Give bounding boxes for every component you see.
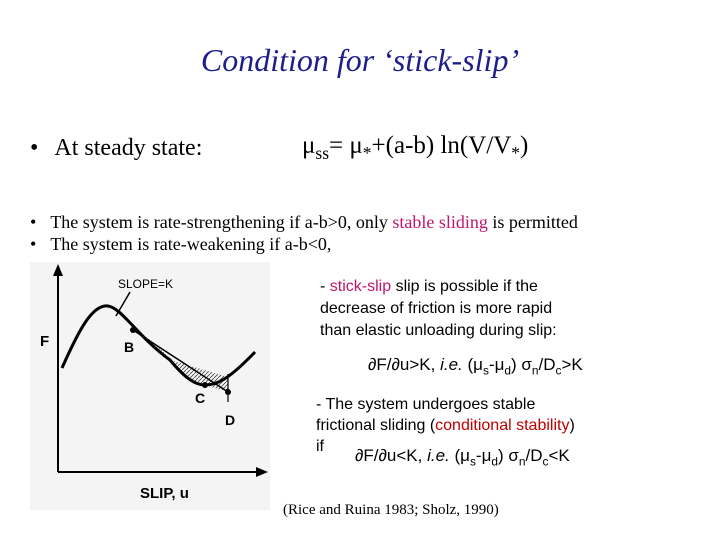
condition-part: n — [531, 363, 539, 378]
condition-part: -μ — [488, 355, 505, 374]
condition-part: (μ — [449, 446, 470, 465]
text: The system is rate-weakening if a-b<0, — [50, 234, 332, 254]
condition-part: ∂F/∂u<K, — [355, 446, 428, 465]
friction-curve — [60, 304, 257, 387]
f: ) — [520, 132, 529, 159]
condition-part: -μ — [475, 446, 492, 465]
condition: ∂F/∂u<K, i.e. (μs-μd) σn/Dc<K — [355, 446, 570, 468]
text: The system is rate-strengthening if a-b>… — [50, 212, 393, 232]
condition-part: d — [504, 363, 511, 378]
line: - The system undergoes stable — [316, 394, 575, 415]
highlight: stick-slip — [329, 278, 392, 295]
figure: SLOPE=K F B C D SLIP, u — [30, 262, 270, 510]
t: - — [320, 278, 330, 295]
line: if — [316, 436, 575, 457]
f: ss — [315, 143, 330, 163]
bullet: • — [30, 212, 37, 232]
t: than elastic unloading during slip: — [320, 322, 557, 339]
bullet: • — [30, 234, 37, 254]
point — [202, 382, 208, 388]
point — [225, 389, 231, 395]
figure-bg — [30, 262, 270, 510]
condition-part: ∂F/∂u>K, — [368, 355, 441, 374]
condition-part: c — [542, 454, 549, 469]
stable-text: - The system undergoes stable frictional… — [316, 394, 575, 457]
stick-slip-text: - stick-slip slip is possible if the dec… — [320, 276, 557, 342]
text: is permitted — [487, 212, 578, 232]
bullet-row: • The system is rate-weakening if a-b<0, — [30, 233, 578, 255]
condition-part: <K — [548, 446, 570, 465]
pointer — [115, 291, 131, 317]
t: slip is possible if the — [391, 278, 538, 295]
condition-part: i.e. — [440, 355, 463, 374]
line: than elastic unloading during slip: — [320, 320, 557, 342]
condition: ∂F/∂u>K, i.e. (μs-μd) σn/Dc>K — [368, 355, 583, 377]
point-label: C — [195, 390, 205, 406]
f: * — [511, 143, 521, 163]
arrow — [256, 467, 268, 477]
arrow — [53, 264, 63, 276]
t: - The system undergoes stable — [316, 396, 536, 413]
x-label: SLIP, u — [140, 485, 189, 502]
f: * — [362, 143, 372, 163]
condition-part: s — [482, 363, 489, 378]
condition-part: s — [469, 454, 476, 469]
condition-part: (μ — [462, 355, 483, 374]
y-label: F — [40, 333, 49, 350]
line: - stick-slip slip is possible if the — [320, 276, 557, 298]
line: decrease of friction is more rapid — [320, 298, 557, 320]
t: decrease of friction is more rapid — [320, 300, 553, 317]
slope-label: SLOPE=K — [118, 277, 173, 291]
citation: (Rice and Ruina 1983; Sholz, 1990) — [283, 502, 499, 518]
bullets: • The system is rate-strengthening if a-b… — [30, 211, 578, 255]
f: +(a-b) ln(V/V — [371, 132, 512, 159]
condition-part: ) σ — [498, 446, 519, 465]
point — [130, 327, 136, 333]
highlight: stable sliding — [392, 212, 488, 232]
steady-state-line: • At steady state: — [30, 135, 202, 162]
label: At steady state: — [54, 135, 203, 161]
condition-part: c — [555, 363, 562, 378]
condition-part: >K — [561, 355, 583, 374]
title: Condition for ‘stick-slip’ — [200, 42, 520, 78]
bullet: • — [30, 135, 39, 161]
t: ) — [569, 417, 575, 434]
formula: μss= μ*+(a-b) ln(V/V*) — [302, 132, 528, 164]
bullet-row: • The system is rate-strengthening if a-b… — [30, 211, 578, 233]
condition-part: n — [518, 454, 526, 469]
condition-part: d — [491, 454, 498, 469]
point-label: D — [225, 412, 235, 428]
highlight: conditional stability — [435, 417, 570, 434]
condition-part: i.e. — [427, 446, 450, 465]
condition-part: /D — [538, 355, 556, 374]
point-label: B — [124, 339, 134, 355]
condition-part: ) σ — [511, 355, 532, 374]
f: μ — [302, 132, 316, 159]
slope-line — [132, 329, 229, 393]
condition-part: /D — [525, 446, 543, 465]
line: frictional sliding (conditional stabilit… — [316, 415, 575, 436]
t: if — [316, 438, 324, 455]
t: frictional sliding ( — [316, 417, 436, 434]
f: = μ — [329, 132, 363, 159]
